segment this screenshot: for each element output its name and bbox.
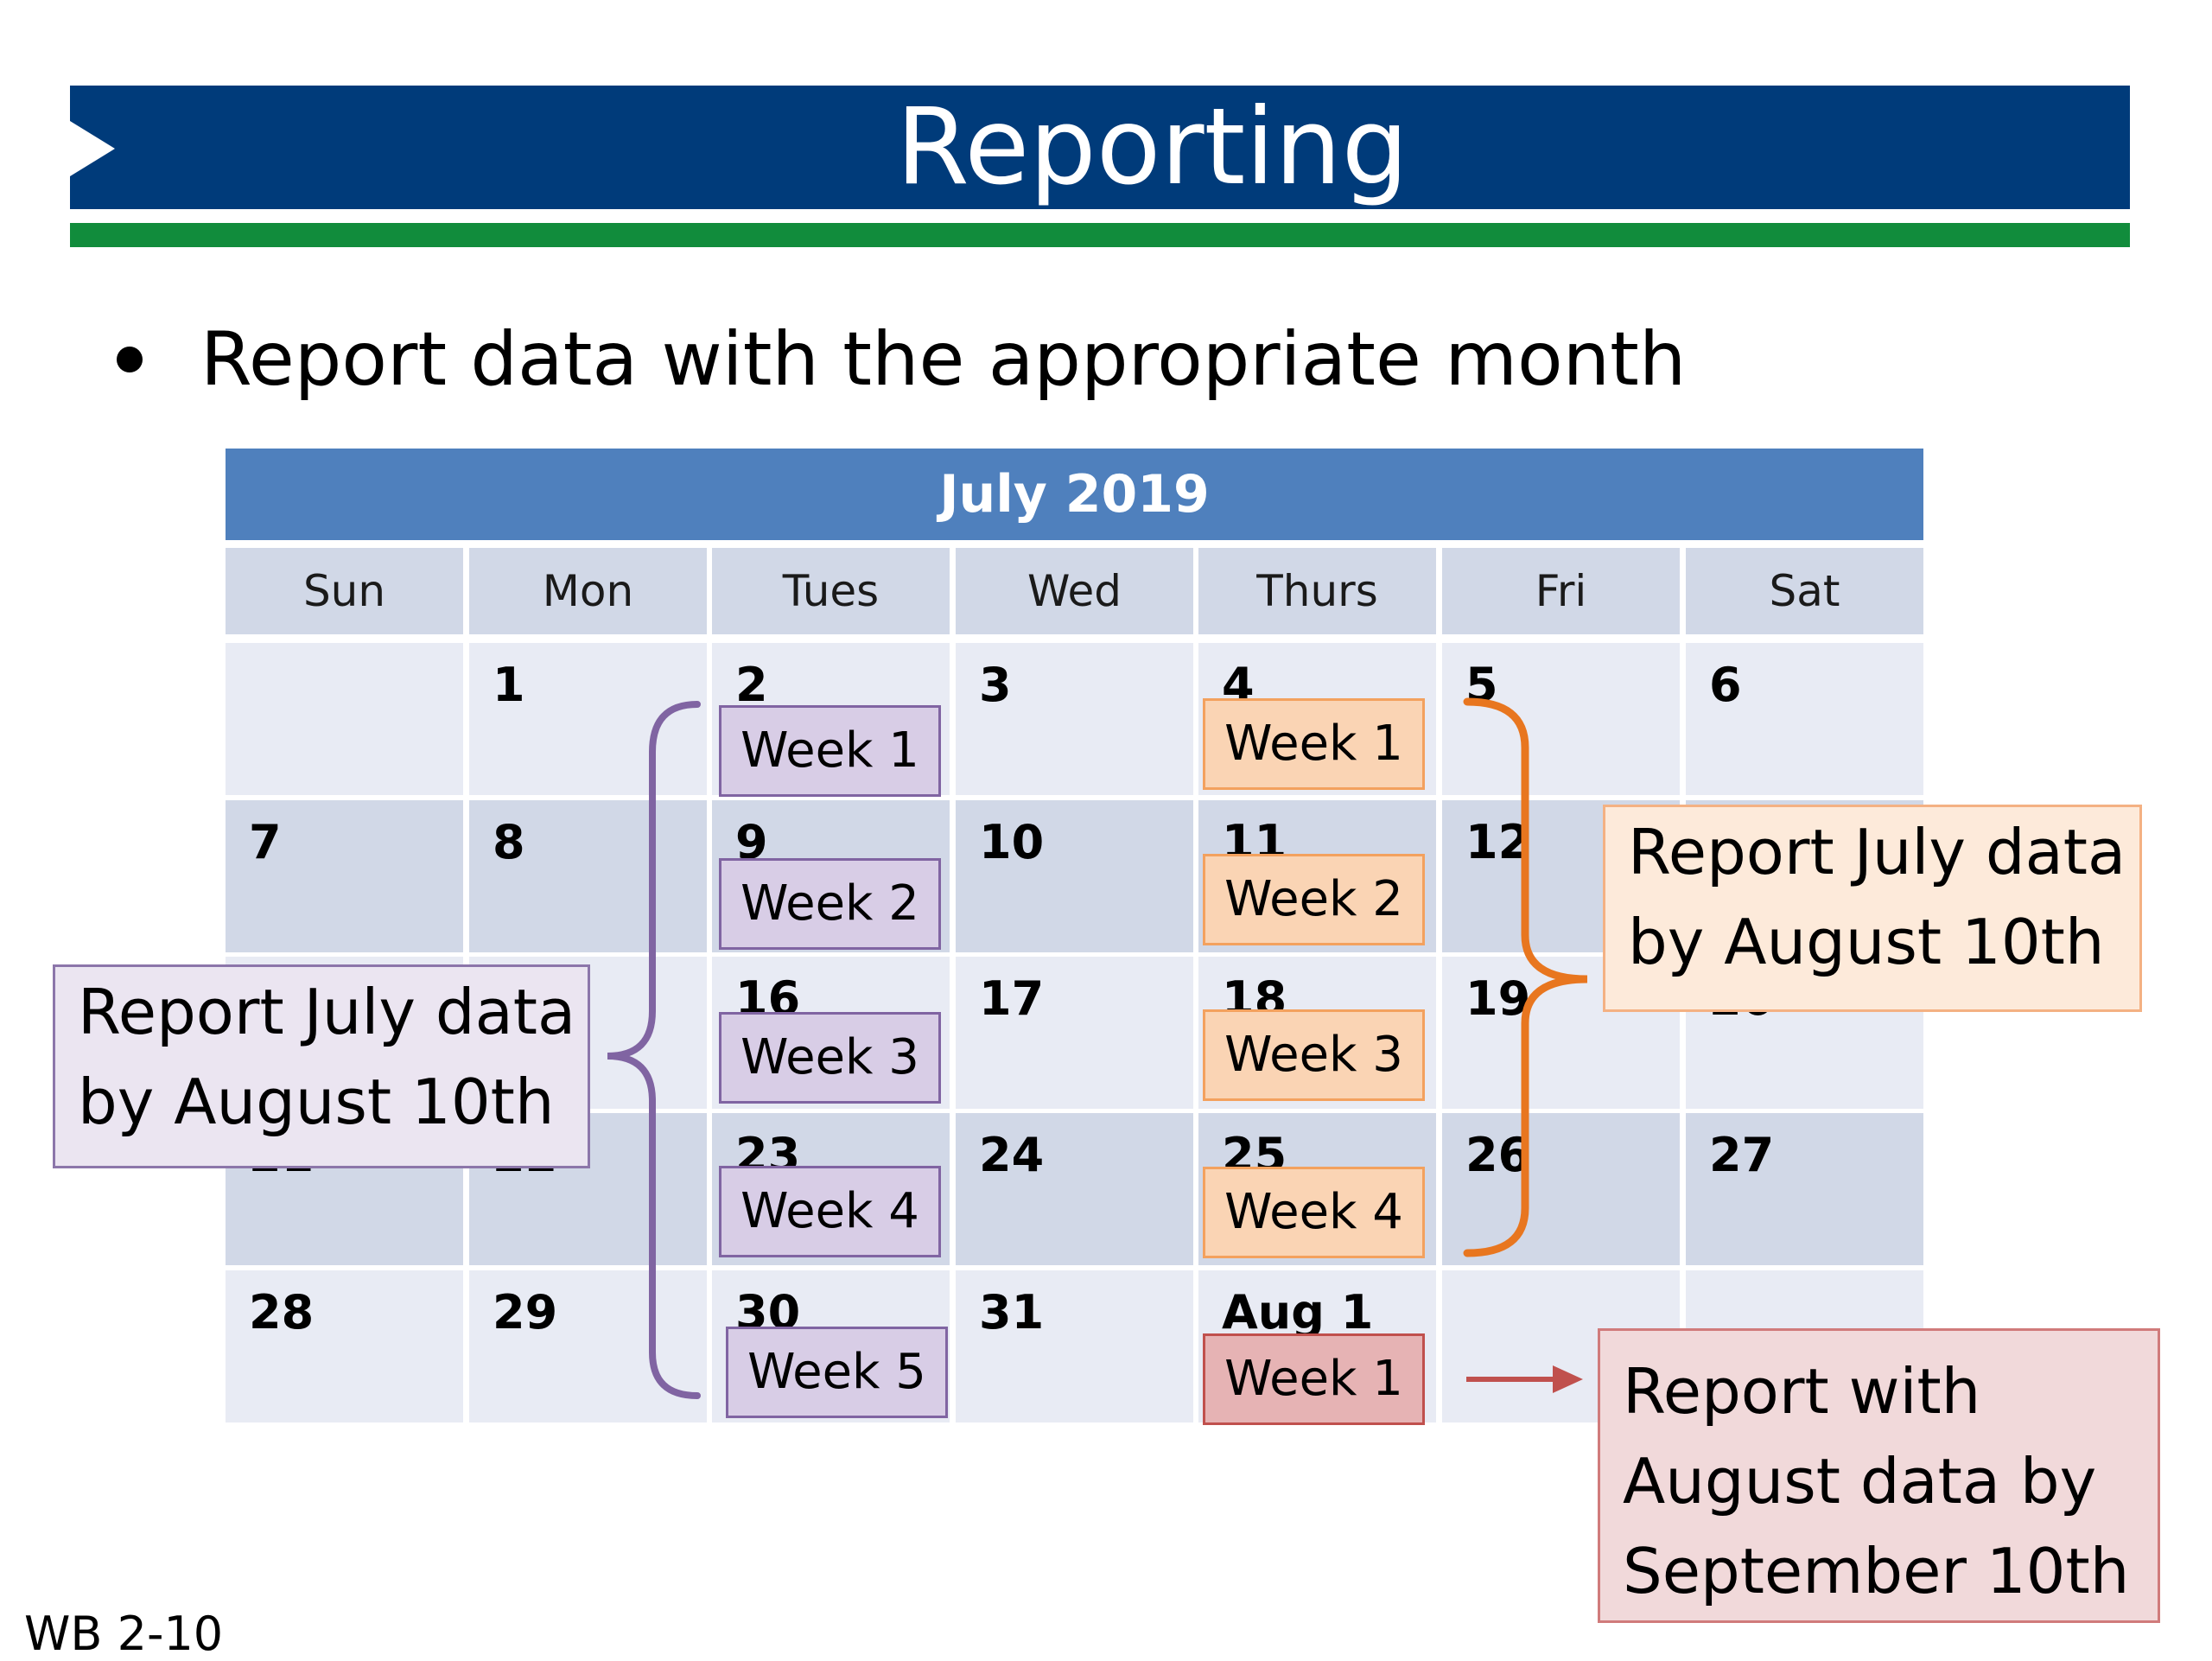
calendar-cell: 17 — [956, 957, 1193, 1109]
callout-orange: Report July data by August 10th — [1603, 805, 2142, 1012]
calendar-cell: 7 — [226, 800, 463, 952]
calendar-cell: 26 — [1442, 1113, 1680, 1265]
date-number: 29 — [493, 1285, 558, 1340]
day-header: Fri — [1442, 548, 1680, 634]
callout-line: Report July data — [78, 976, 576, 1048]
week-label-august: Week 1 — [1203, 1333, 1425, 1425]
week-label-thursday: Week 1 — [1203, 698, 1425, 790]
date-number: 27 — [1709, 1128, 1775, 1182]
callout-line: September 10th — [1623, 1535, 2130, 1607]
calendar-cell: 1 — [469, 643, 707, 795]
footer-label: WB 2-10 — [24, 1607, 224, 1661]
day-header: Wed — [956, 548, 1193, 634]
date-number: 24 — [979, 1128, 1045, 1182]
calendar-cell — [226, 643, 463, 795]
calendar-cell: 28 — [226, 1270, 463, 1422]
week-label-thursday: Week 4 — [1203, 1167, 1425, 1258]
bullet-text: Report data with the appropriate month — [200, 316, 1687, 403]
date-number: 8 — [493, 815, 525, 869]
day-header: Mon — [469, 548, 707, 634]
callout-line: by August 10th — [1628, 906, 2105, 978]
date-number: 10 — [979, 815, 1045, 869]
week-label-tuesday: Week 1 — [719, 705, 941, 797]
slide-title: Reporting — [895, 86, 1409, 208]
week-label-thursday: Week 2 — [1203, 854, 1425, 945]
chevron-right-icon — [70, 121, 115, 176]
calendar-cell: 5 — [1442, 643, 1680, 795]
calendar-cell: 27 — [1686, 1113, 1923, 1265]
title-underline-bar — [70, 223, 2130, 247]
orange-bracket-icon — [1463, 697, 1588, 1257]
callout-line: Report July data — [1628, 816, 2126, 888]
week-label-tuesday: Week 4 — [719, 1166, 941, 1257]
calendar-cell: 6 — [1686, 643, 1923, 795]
week-label-tuesday: Week 3 — [719, 1012, 941, 1104]
callout-purple: Report July data by August 10th — [53, 964, 590, 1168]
title-banner — [70, 86, 2130, 209]
calendar-cell: 3 — [956, 643, 1193, 795]
date-number: 6 — [1709, 658, 1742, 712]
calendar-cell: 10 — [956, 800, 1193, 952]
callout-line: by August 10th — [78, 1066, 555, 1138]
date-number: 3 — [979, 658, 1012, 712]
callout-line: August data by — [1623, 1445, 2097, 1518]
week-label-thursday: Week 3 — [1203, 1009, 1425, 1101]
callout-red: Report with August data by September 10t… — [1598, 1328, 2160, 1623]
bullet-icon — [117, 347, 143, 372]
day-header: Sat — [1686, 548, 1923, 634]
date-number: 31 — [979, 1285, 1045, 1340]
date-number: 1 — [493, 658, 525, 712]
date-number: 17 — [979, 971, 1045, 1026]
calendar-cell: 8 — [469, 800, 707, 952]
date-number: 12 — [1465, 815, 1531, 869]
day-header: Tues — [712, 548, 950, 634]
calendar-month-title: July 2019 — [226, 449, 1923, 540]
date-number: 26 — [1465, 1128, 1531, 1182]
date-number: Aug 1 — [1222, 1285, 1374, 1340]
week-label-tuesday: Week 2 — [719, 858, 941, 950]
date-number: 2 — [735, 658, 768, 712]
day-header: Thurs — [1198, 548, 1436, 634]
date-number: 19 — [1465, 971, 1531, 1026]
calendar-cell: 29 — [469, 1270, 707, 1422]
calendar-cell: 31 — [956, 1270, 1193, 1422]
date-number: 28 — [249, 1285, 315, 1340]
day-header: Sun — [226, 548, 463, 634]
week-label-tuesday: Week 5 — [726, 1327, 948, 1418]
calendar-cell: 24 — [956, 1113, 1193, 1265]
date-number: 7 — [249, 815, 282, 869]
purple-bracket-icon — [607, 701, 701, 1399]
callout-line: Report with — [1623, 1355, 1981, 1428]
arrow-right-icon — [1553, 1365, 1583, 1393]
